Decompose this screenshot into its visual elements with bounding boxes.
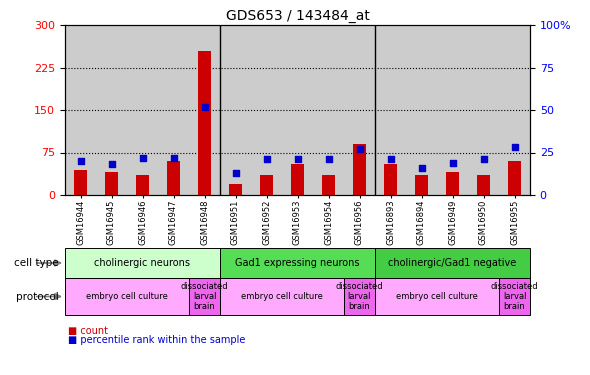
Point [200, 104, 209, 110]
Bar [322, 175, 335, 195]
Bar [168, 161, 180, 195]
Text: dissociated
larval
brain: dissociated larval brain [181, 282, 228, 311]
Bar [220, 25, 251, 195]
Point [76, 158, 85, 164]
Bar [446, 172, 458, 195]
Bar [375, 25, 406, 195]
Bar [158, 25, 189, 195]
Bar [105, 172, 117, 195]
Bar [344, 25, 375, 195]
Bar [384, 164, 396, 195]
Point [510, 144, 519, 150]
Text: protocol: protocol [17, 291, 59, 302]
Bar [220, 248, 375, 278]
Bar [375, 278, 499, 315]
Text: ■ count: ■ count [68, 326, 108, 336]
Text: Gad1 expressing neurons: Gad1 expressing neurons [235, 258, 360, 268]
Point [293, 156, 302, 162]
Bar [96, 25, 127, 195]
Bar [406, 25, 437, 195]
Bar [282, 25, 313, 195]
Bar [189, 278, 220, 315]
Text: cholinergic neurons: cholinergic neurons [94, 258, 191, 268]
Bar [499, 278, 530, 315]
Bar [198, 51, 211, 195]
Bar [136, 175, 149, 195]
Bar [260, 175, 273, 195]
Text: cell type: cell type [15, 258, 59, 268]
Bar [499, 25, 530, 195]
Bar [415, 175, 428, 195]
Title: GDS653 / 143484_at: GDS653 / 143484_at [225, 9, 369, 22]
Point [324, 156, 333, 162]
Bar [468, 25, 499, 195]
Bar [291, 164, 304, 195]
Bar [437, 25, 468, 195]
Bar [74, 170, 87, 195]
Bar [189, 25, 220, 195]
Bar [375, 248, 530, 278]
Point [448, 160, 457, 166]
Bar [230, 184, 242, 195]
Point [355, 146, 364, 152]
Bar [477, 175, 490, 195]
Point [478, 156, 488, 162]
Text: cholinergic/Gad1 negative: cholinergic/Gad1 negative [388, 258, 517, 268]
Bar [344, 278, 375, 315]
Bar [313, 25, 344, 195]
Bar [127, 25, 158, 195]
Point [262, 156, 271, 162]
Bar [65, 248, 220, 278]
Bar [65, 278, 189, 315]
Text: embryo cell culture: embryo cell culture [396, 292, 478, 301]
Text: embryo cell culture: embryo cell culture [241, 292, 323, 301]
Text: ■ percentile rank within the sample: ■ percentile rank within the sample [68, 335, 245, 345]
Point [417, 165, 426, 171]
Bar [220, 278, 344, 315]
Text: dissociated
larval
brain: dissociated larval brain [491, 282, 538, 311]
Point [386, 156, 395, 162]
Bar [353, 144, 366, 195]
Point [231, 170, 240, 176]
Text: embryo cell culture: embryo cell culture [86, 292, 168, 301]
Bar [251, 25, 282, 195]
Bar [65, 25, 96, 195]
Point [138, 154, 148, 160]
Text: dissociated
larval
brain: dissociated larval brain [336, 282, 384, 311]
Point [107, 161, 116, 167]
Point [169, 154, 178, 160]
Bar [509, 161, 521, 195]
